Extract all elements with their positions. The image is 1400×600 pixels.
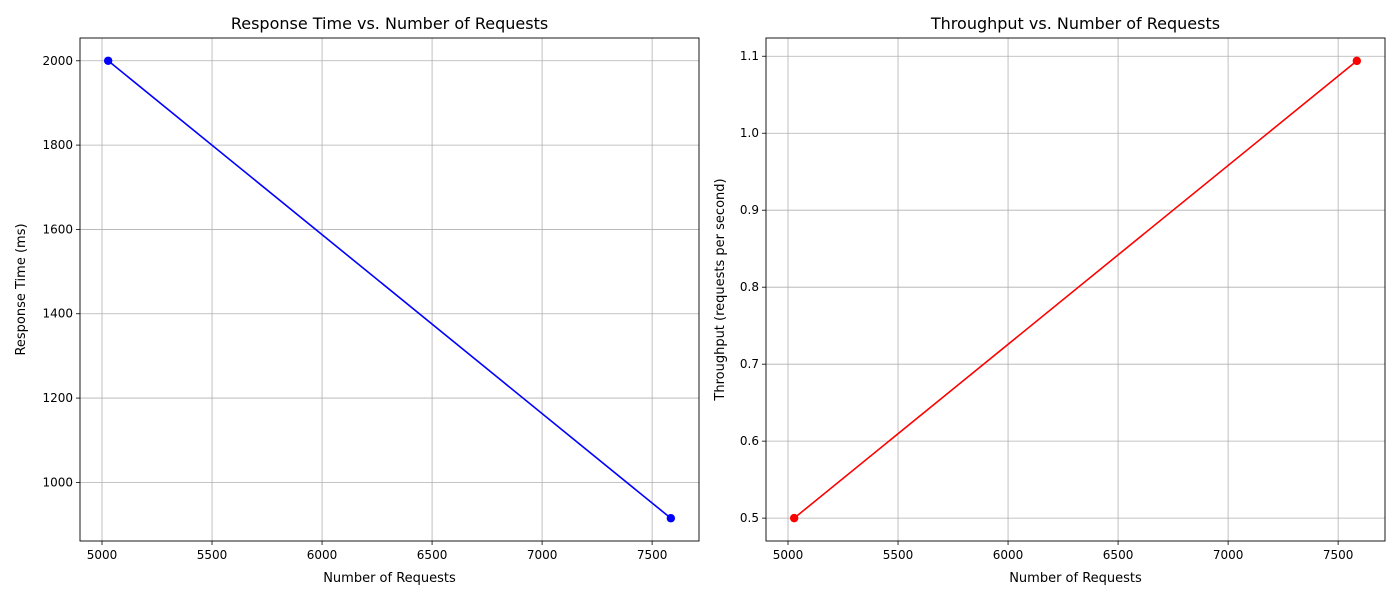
x-tick-label: 5500 bbox=[197, 548, 228, 562]
y-tick-label: 1000 bbox=[42, 475, 73, 489]
x-tick-label: 7000 bbox=[527, 548, 558, 562]
y-tick-label: 2000 bbox=[42, 54, 73, 68]
y-tick-label: 1.1 bbox=[740, 49, 759, 63]
axes-frame bbox=[79, 37, 700, 542]
y-tick-label: 0.8 bbox=[740, 280, 759, 294]
y-tick-label: 1800 bbox=[42, 138, 73, 152]
x-axis-label: Number of Requests bbox=[323, 571, 456, 586]
data-point bbox=[789, 513, 799, 523]
chart-title: Response Time vs. Number of Requests bbox=[231, 14, 548, 33]
x-tick-label: 5000 bbox=[87, 548, 118, 562]
axes-frame bbox=[765, 37, 1386, 542]
x-tick-label: 7500 bbox=[637, 548, 668, 562]
series-line bbox=[793, 60, 1358, 519]
y-tick-label: 0.7 bbox=[740, 357, 759, 371]
x-tick-label: 5000 bbox=[773, 548, 804, 562]
y-tick-label: 1600 bbox=[42, 222, 73, 236]
x-tick-label: 6500 bbox=[1103, 548, 1134, 562]
y-tick-label: 1200 bbox=[42, 391, 73, 405]
x-tick-label: 6000 bbox=[307, 548, 338, 562]
data-point bbox=[1352, 56, 1362, 66]
y-tick-label: 0.9 bbox=[740, 203, 759, 217]
y-tick-label: 1.0 bbox=[740, 126, 759, 140]
y-axis-label: Response Time (ms) bbox=[14, 223, 29, 355]
x-axis-label: Number of Requests bbox=[1009, 571, 1142, 586]
y-tick-label: 0.6 bbox=[740, 434, 759, 448]
chart-panel-2: 5000 5500 6000 6500 7000 7500 0.5 0.6 0.7 0.8 0.9 1… bbox=[713, 14, 1386, 586]
y-axis-label: Throughput (requests per second) bbox=[713, 178, 728, 401]
series-line bbox=[107, 60, 672, 519]
x-tick-label: 7500 bbox=[1323, 548, 1354, 562]
chart-panel-1: 5000 5500 6000 6500 7000 7500 1000 1200 1400 1600… bbox=[14, 14, 700, 586]
data-point bbox=[103, 56, 113, 65]
data-point bbox=[666, 514, 676, 523]
chart-title: Throughput vs. Number of Requests bbox=[930, 14, 1220, 33]
y-tick-label: 1400 bbox=[42, 307, 73, 321]
x-tick-label: 6500 bbox=[417, 548, 448, 562]
y-tick-label: 0.5 bbox=[740, 511, 759, 525]
x-tick-label: 6000 bbox=[993, 548, 1024, 562]
x-tick-label: 7000 bbox=[1213, 548, 1244, 562]
x-tick-label: 5500 bbox=[883, 548, 914, 562]
